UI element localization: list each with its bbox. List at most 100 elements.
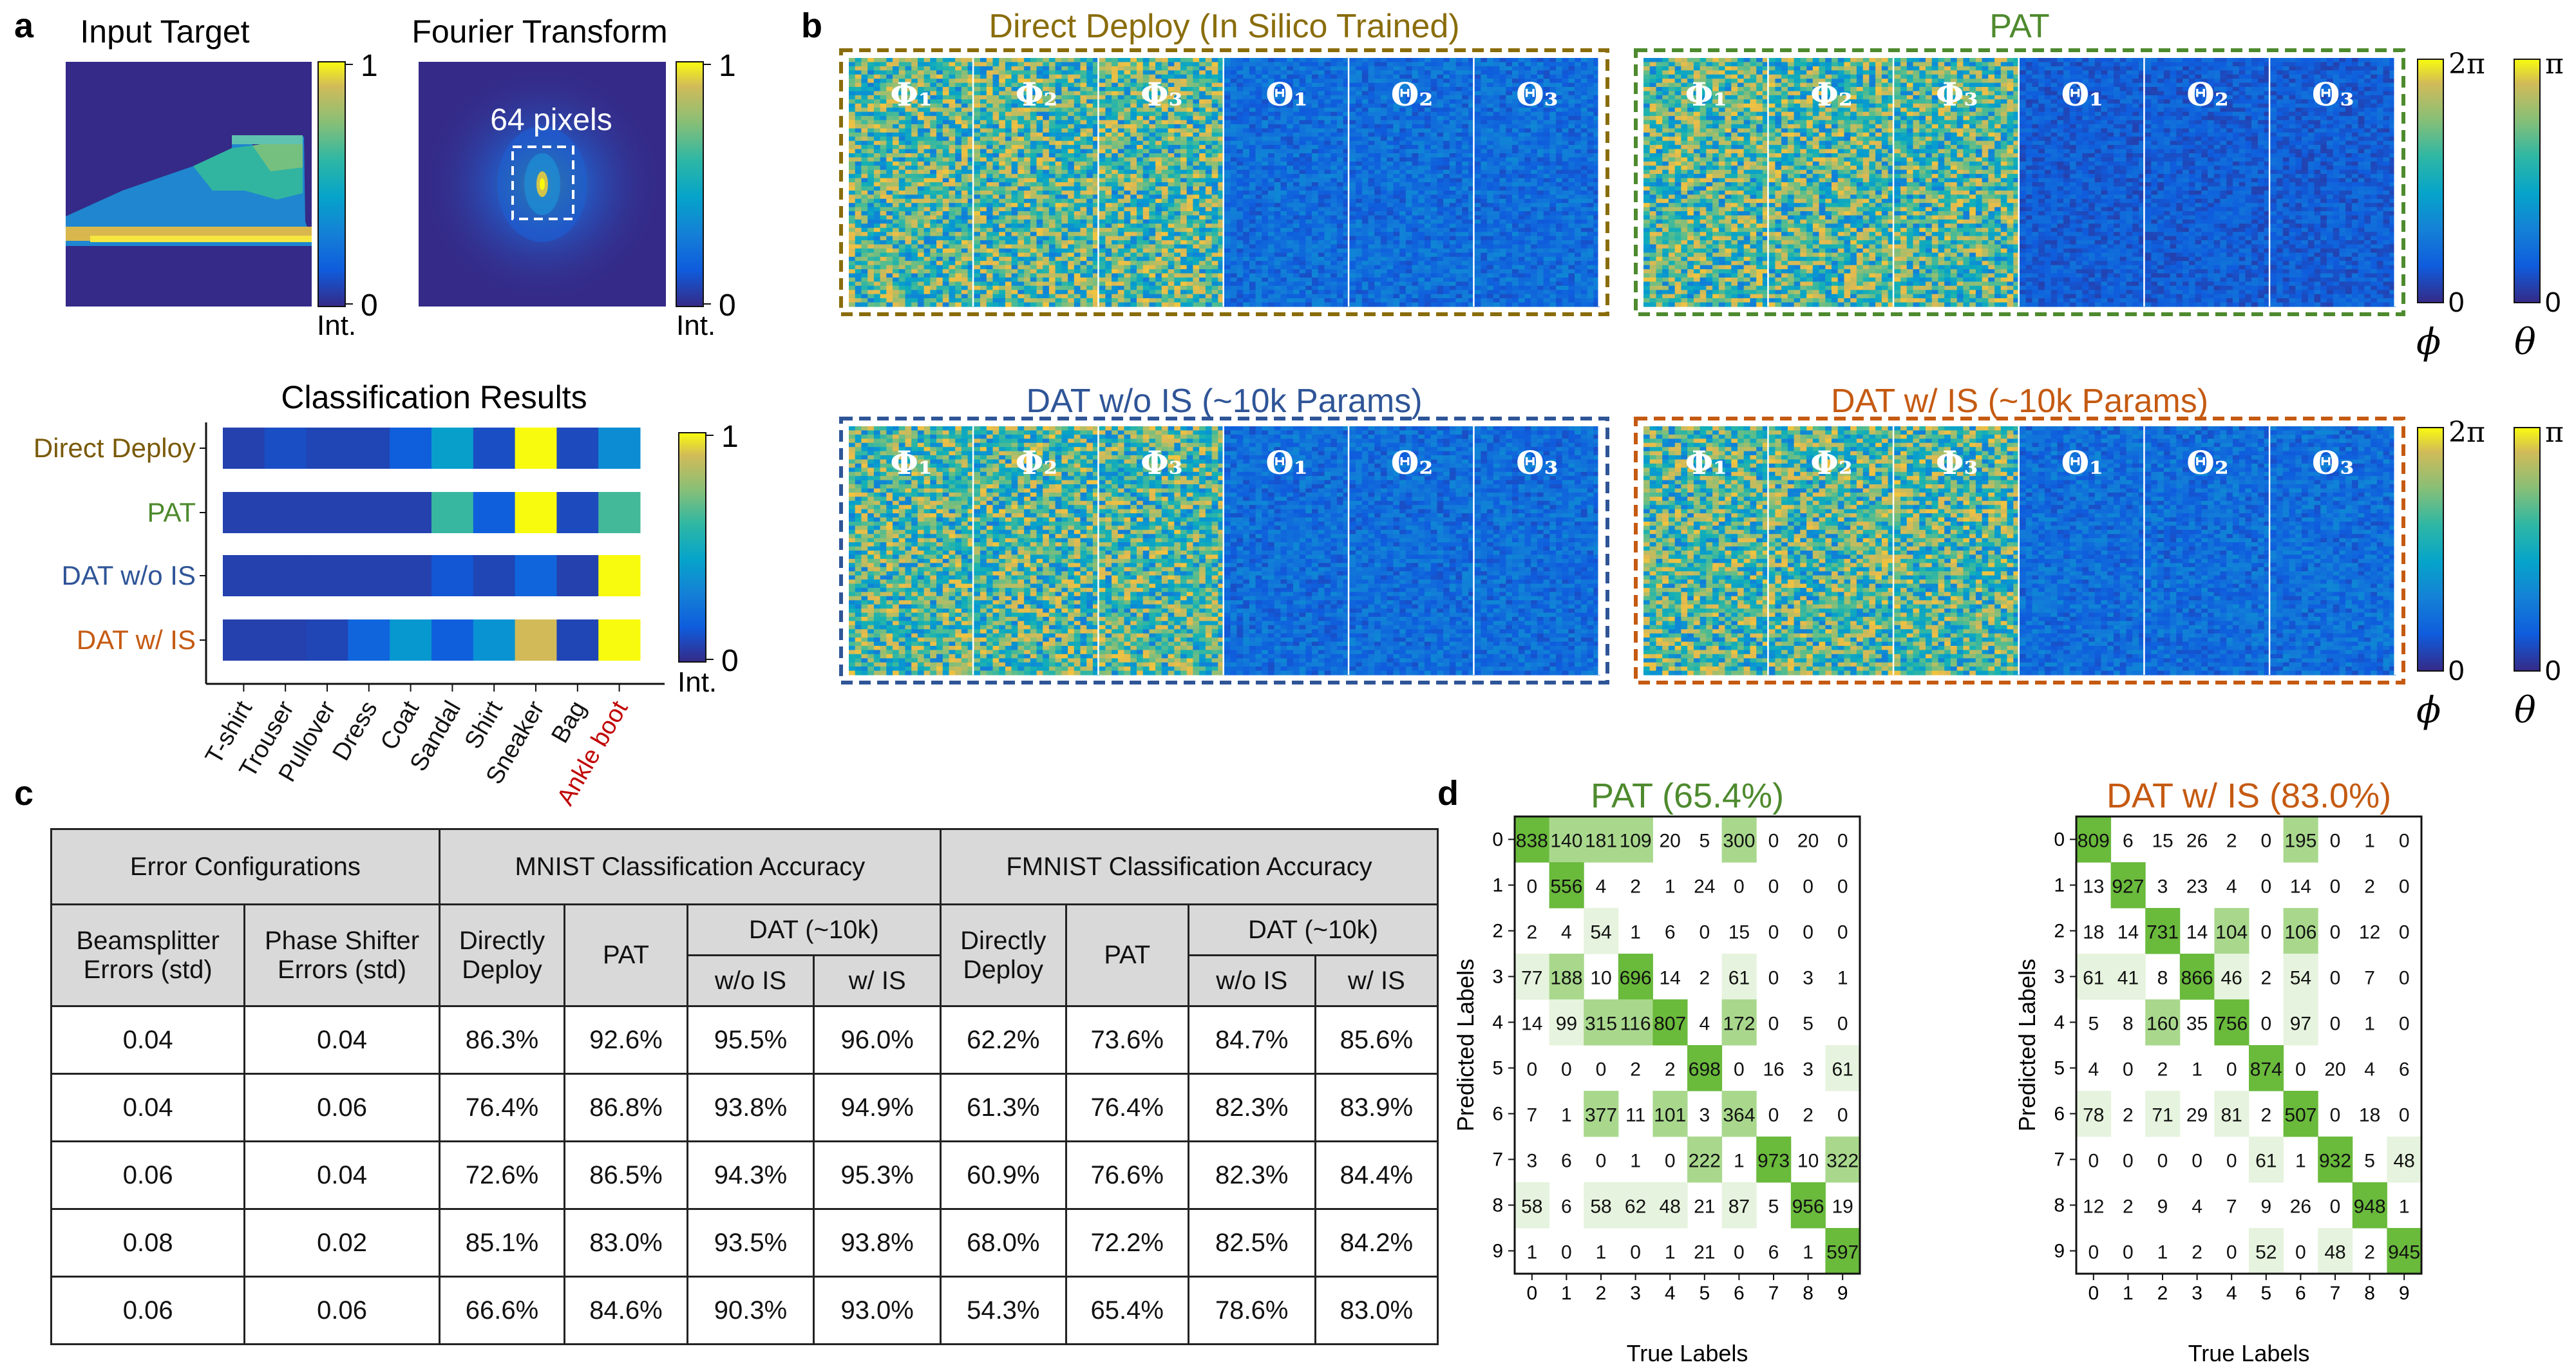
confusion-value: 956 [1792, 1196, 1824, 1218]
phase-group-frame [1634, 48, 2405, 316]
table-cell: 95.3% [813, 1140, 942, 1210]
header-mnist-dat: DAT (~10k) [686, 903, 942, 956]
phase-tile [2145, 58, 2271, 307]
confusion-cell [1756, 1137, 1792, 1183]
confusion-value: 948 [2354, 1196, 2386, 1218]
confusion-value: 0 [2260, 876, 2271, 898]
confusion-value: 0 [2399, 876, 2410, 898]
confusion-value: 0 [1768, 922, 1779, 943]
confusion-cell [1584, 908, 1619, 954]
confusion-cell [2145, 1091, 2181, 1137]
theta-colorbar-min: 0 [2545, 287, 2561, 318]
confusion-cell [2387, 1137, 2422, 1183]
confusion-cell [1549, 817, 1584, 863]
panel-letter-c: c [14, 774, 33, 813]
confusion-value: 222 [1689, 1151, 1721, 1172]
tile-label: Φ₃ [1936, 75, 1978, 113]
table-cell: 78.6% [1187, 1276, 1316, 1345]
confusion-frame [2075, 815, 2423, 1275]
heatmap-cell [515, 428, 557, 469]
y-tick-label: 3 [1492, 967, 1503, 988]
theta-symbol: θ [2514, 321, 2536, 363]
confusion-value: 116 [1620, 1014, 1651, 1035]
confusion-value: 866 [2181, 968, 2213, 989]
table-cell: 0.04 [243, 1140, 440, 1210]
tile-label: Φ₂ [1016, 444, 1057, 482]
y-tick-label: 2 [1492, 921, 1503, 942]
y-tick-label: 1 [1492, 875, 1503, 896]
confusion-value: 4 [2088, 1059, 2099, 1081]
confusion-value: 35 [2186, 1014, 2208, 1035]
heatmap-cell [223, 428, 265, 469]
confusion-value: 0 [1699, 922, 1710, 943]
fourier-colorbar-label: Int. [676, 310, 715, 341]
confusion-value: 0 [2399, 1105, 2410, 1126]
y-tick-label: 5 [2054, 1058, 2065, 1079]
confusion-value: 5 [2088, 1014, 2099, 1035]
confusion-value: 97 [2290, 1014, 2311, 1035]
heatmap-cell [473, 492, 516, 533]
heatmap-cell [515, 555, 557, 596]
confusion-value: 0 [2330, 968, 2341, 989]
confusion-value: 945 [2388, 1242, 2420, 1263]
header-error-configurations: Error Configurations [50, 828, 440, 905]
tile-label: Θ₂ [1391, 75, 1433, 113]
accuracy-table: Error Configurations MNIST Classificatio… [50, 828, 1439, 1345]
header-fmnist-w-is: w/ IS [1314, 954, 1439, 1007]
phase-group-title: DAT w/o IS (~10k Params) [1026, 382, 1422, 420]
theta-colorbar-max: π [2545, 48, 2564, 80]
confusion-value: 0 [2330, 1196, 2341, 1218]
fourier-colorbar-max: 1 [719, 49, 736, 83]
y-tick-label: 4 [2054, 1012, 2065, 1034]
confusion-value: 4 [1561, 922, 1572, 943]
confusion-value: 6 [1665, 922, 1676, 943]
confusion-cell [2214, 954, 2249, 1000]
confusion-cell [1687, 1045, 1723, 1091]
table-cell: 83.0% [564, 1208, 688, 1278]
phi-colorbar-max: 2π [2448, 416, 2485, 449]
heatmap-cell [598, 492, 641, 533]
confusion-value: 597 [1826, 1242, 1859, 1263]
confusion-cell [1618, 1182, 1653, 1229]
heatmap-cell [348, 555, 390, 596]
confusion-value: 6 [2399, 1059, 2410, 1081]
table-row: 0.06 0.04 72.6% 86.5% 94.3% 95.3% 60.9% 76.6… [50, 1140, 1439, 1210]
table-cell: 0.08 [50, 1208, 246, 1278]
confusion-value: 188 [1550, 968, 1582, 989]
classification-colorbar-max: 1 [721, 420, 739, 454]
phase-group: Direct Deploy (In Silico Trained) Φ₁ Φ₂ Φ₃ Θ… [839, 8, 1609, 316]
heatmap-cell [306, 428, 348, 469]
phase-tile [1643, 426, 1770, 675]
confusion-value: 61 [2083, 968, 2104, 989]
y-tick-label: 7 [1492, 1149, 1503, 1171]
confusion-cell [2249, 1137, 2284, 1183]
heatmap-cell [223, 492, 265, 533]
confusion-value: 315 [1585, 1014, 1617, 1035]
confusion-cell [1721, 954, 1757, 1000]
confusion-value: 0 [1837, 831, 1848, 852]
confusion-value: 172 [1723, 1014, 1755, 1035]
heatmap-cell [556, 619, 599, 661]
phase-tile [1224, 58, 1350, 307]
confusion-value: 10 [1797, 1151, 1819, 1172]
confusion-value: 54 [2290, 968, 2311, 989]
confusion-value: 101 [1654, 1105, 1686, 1126]
confusion-value: 0 [1561, 1059, 1572, 1081]
table-row: 0.08 0.02 85.1% 83.0% 93.5% 93.8% 68.0% 72.2… [50, 1208, 1439, 1278]
header-fmnist: FMNIST Classification Accuracy [940, 828, 1439, 905]
phase-tile [2020, 58, 2146, 307]
x-tick-label: 4 [1665, 1283, 1676, 1304]
tile-label: Θ₁ [1265, 444, 1307, 482]
phase-tile [1894, 58, 2020, 307]
phase-group: DAT w/ IS (~10k Params) Φ₁ Φ₂ Φ₃ Θ₁ Θ₂ Θ₃ [1634, 382, 2405, 684]
panel-letter-d: d [1437, 774, 1459, 813]
confusion-cell [2387, 1228, 2422, 1274]
confusion-value: 61 [1832, 1059, 1853, 1081]
confusion-value: 0 [1526, 1059, 1537, 1081]
confusion-value: 7 [2364, 968, 2375, 989]
classification-class-labels: T-shirtTrouserPulloverDressCoatSandalShi… [200, 684, 634, 810]
fourier-annotation: 64 pixels [490, 103, 612, 137]
phase-tile [1224, 426, 1350, 675]
